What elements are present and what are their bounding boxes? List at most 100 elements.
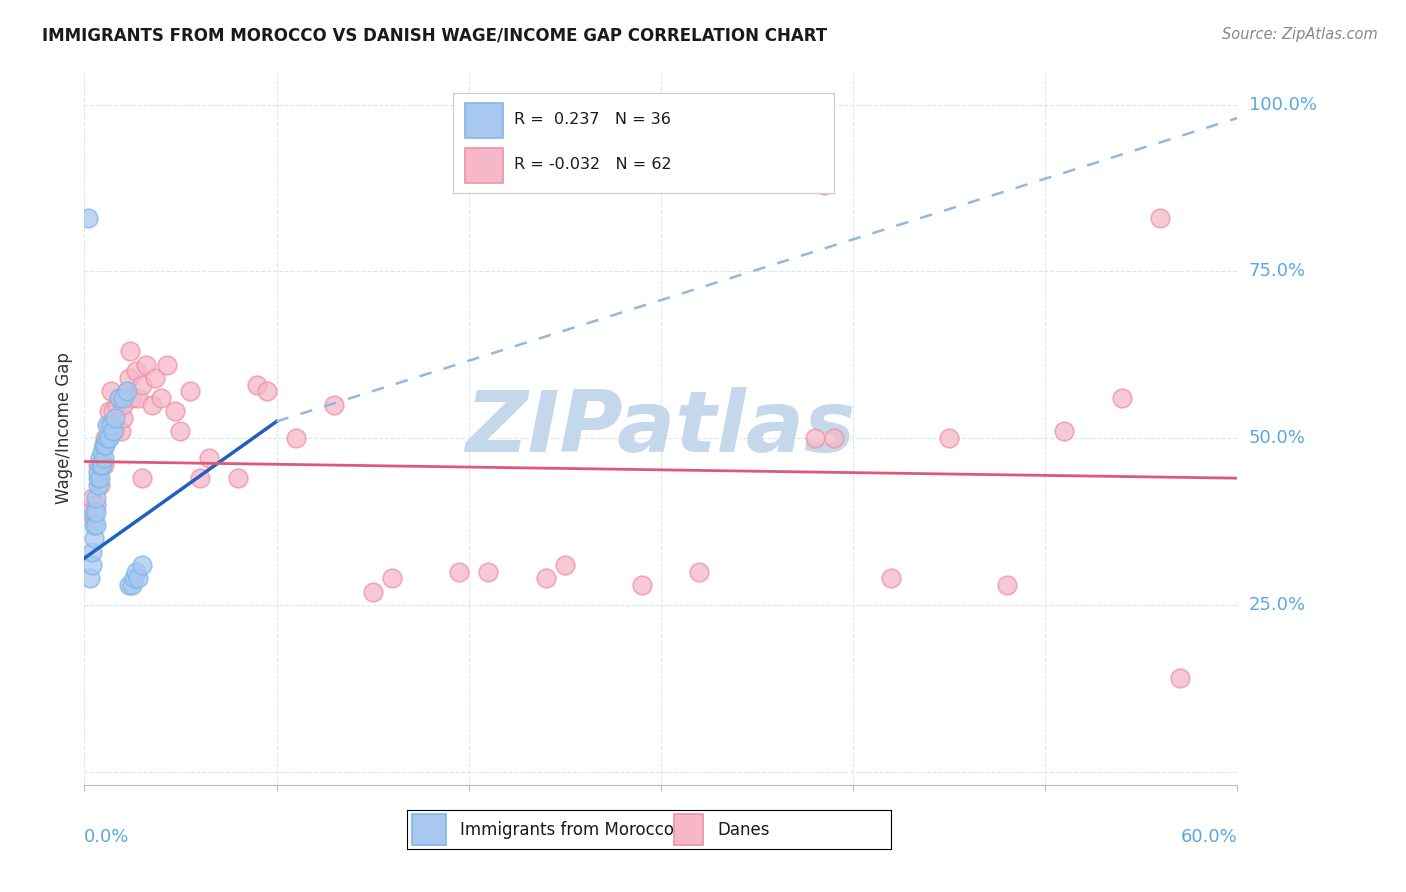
- Point: [108, 391, 131, 405]
- Point: [84, 491, 107, 506]
- Point: [108, 391, 131, 405]
- Point: [84, 517, 107, 532]
- Point: [80, 558, 103, 572]
- Point: [117, 371, 139, 385]
- Point: [77, 211, 100, 225]
- Point: [938, 431, 960, 445]
- Point: [110, 425, 132, 439]
- Point: [115, 384, 138, 399]
- Point: [90, 458, 112, 472]
- Point: [125, 364, 148, 378]
- Point: [169, 425, 191, 439]
- Point: [246, 377, 269, 392]
- Point: [117, 578, 139, 592]
- Point: [179, 384, 201, 399]
- Point: [256, 384, 278, 399]
- Point: [120, 344, 142, 359]
- Point: [89, 471, 111, 485]
- Point: [381, 571, 404, 585]
- Point: [87, 465, 110, 479]
- Point: [103, 417, 124, 432]
- Point: [1149, 211, 1171, 225]
- Text: 50.0%: 50.0%: [1249, 429, 1306, 447]
- Point: [1111, 391, 1133, 405]
- Point: [115, 384, 138, 399]
- Point: [98, 431, 121, 445]
- Point: [198, 451, 221, 466]
- Text: ZIPatlas: ZIPatlas: [465, 386, 856, 470]
- Point: [226, 471, 249, 485]
- Point: [121, 578, 143, 592]
- Point: [87, 471, 110, 485]
- Point: [554, 558, 576, 572]
- Point: [121, 391, 143, 405]
- Text: 100.0%: 100.0%: [1249, 95, 1317, 113]
- Text: 0.0%: 0.0%: [84, 828, 129, 846]
- Point: [141, 398, 163, 412]
- Point: [131, 558, 153, 572]
- Point: [100, 417, 122, 432]
- Point: [84, 498, 107, 512]
- Point: [323, 398, 346, 412]
- Point: [111, 391, 134, 405]
- Point: [104, 425, 127, 439]
- Point: [111, 398, 134, 412]
- Point: [534, 571, 557, 585]
- Point: [803, 431, 825, 445]
- Point: [103, 425, 124, 439]
- Point: [823, 431, 845, 445]
- Point: [93, 451, 115, 466]
- Point: [477, 565, 499, 579]
- Point: [127, 571, 149, 585]
- Point: [880, 571, 903, 585]
- Point: [96, 417, 118, 432]
- Point: [127, 391, 149, 405]
- Point: [83, 504, 105, 518]
- Point: [89, 478, 111, 492]
- Point: [104, 411, 127, 425]
- Point: [94, 431, 117, 445]
- Point: [131, 471, 153, 485]
- Point: [90, 444, 112, 458]
- Point: [284, 431, 307, 445]
- Point: [100, 384, 122, 399]
- Point: [83, 517, 105, 532]
- Point: [90, 458, 112, 472]
- Point: [131, 377, 153, 392]
- Point: [93, 458, 115, 472]
- Point: [188, 471, 211, 485]
- Point: [80, 544, 103, 558]
- Point: [124, 571, 146, 585]
- Point: [163, 404, 186, 418]
- Point: [98, 404, 121, 418]
- Point: [1053, 425, 1076, 439]
- Text: Source: ZipAtlas.com: Source: ZipAtlas.com: [1222, 27, 1378, 42]
- Point: [94, 438, 117, 452]
- Point: [80, 491, 103, 506]
- Point: [145, 371, 167, 385]
- Point: [995, 578, 1018, 592]
- Text: IMMIGRANTS FROM MOROCCO VS DANISH WAGE/INCOME GAP CORRELATION CHART: IMMIGRANTS FROM MOROCCO VS DANISH WAGE/I…: [42, 27, 827, 45]
- Point: [83, 531, 105, 545]
- Point: [96, 431, 118, 445]
- Point: [813, 178, 835, 192]
- Point: [688, 565, 710, 579]
- Point: [1168, 671, 1191, 685]
- Point: [93, 438, 115, 452]
- Point: [89, 458, 111, 472]
- Text: 60.0%: 60.0%: [1181, 828, 1237, 846]
- Point: [361, 584, 384, 599]
- Point: [449, 565, 471, 579]
- Point: [93, 438, 115, 452]
- Text: 75.0%: 75.0%: [1249, 262, 1306, 280]
- Point: [83, 511, 105, 525]
- Y-axis label: Wage/Income Gap: Wage/Income Gap: [55, 352, 73, 504]
- Point: [156, 358, 179, 372]
- Point: [105, 398, 128, 412]
- Point: [84, 504, 107, 518]
- Point: [79, 571, 101, 585]
- Point: [103, 404, 124, 418]
- Point: [79, 504, 101, 518]
- Point: [630, 578, 652, 592]
- Point: [87, 478, 110, 492]
